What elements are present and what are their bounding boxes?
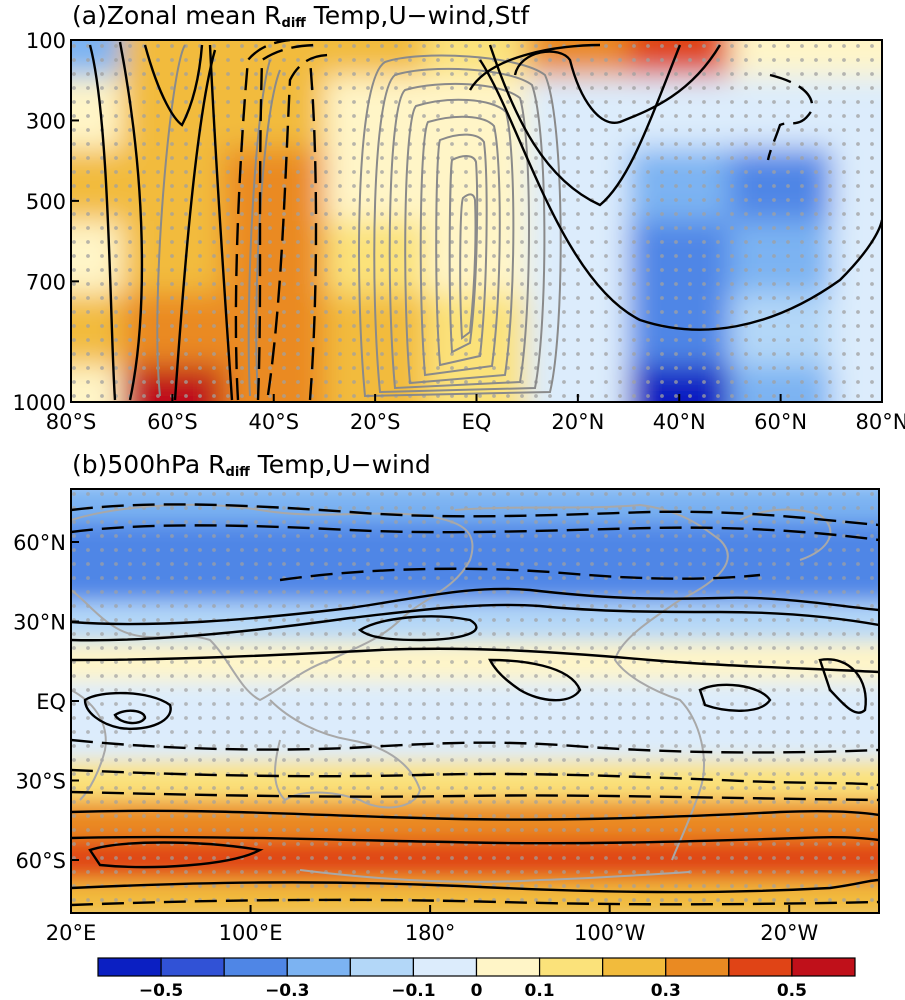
panel-a-axes: 80°S 60°S 40°S 20°S EQ 20°N 40°N 60°N 80°N 100 300… (13, 29, 905, 434)
panel-a-uwind-negative-contours (234, 40, 814, 401)
panel-b-x-tick-label: 20°E (46, 921, 97, 945)
panel-a-x-tick-label: EQ (462, 410, 492, 434)
panel-a-y-tick-label: 500 (26, 190, 66, 214)
panel-b-y-tick-label: 60°N (13, 531, 66, 555)
panel-b-uwind-negative-contours (71, 503, 879, 907)
colorbar-tick-label: −0.3 (265, 981, 309, 1000)
colorbar-tick-label: −0.1 (391, 981, 435, 1000)
panel-b-x-tick-label: 100°E (219, 921, 283, 945)
panel-a-title: (a)Zonal mean Rdiff Temp,U−wind,Stf (72, 1, 530, 31)
panel-b-x-tick-label: 180° (405, 921, 456, 945)
panel-a-y-tick-label: 1000 (13, 391, 66, 415)
colorbar-swatch (412, 957, 478, 977)
panel-a-x-tick-label: 40°N (653, 410, 706, 434)
panel-a-uwind-contours (88, 41, 882, 401)
panel-a-streamfunction-contours (156, 44, 562, 398)
panel-a-x-tick-label: 40°S (248, 410, 299, 434)
colorbar-swatch (349, 957, 415, 977)
colorbar-swatch (97, 957, 162, 977)
colorbar-tick-label: 0.5 (777, 981, 807, 1000)
panel-b-x-tick-label: 20°W (760, 921, 818, 945)
panel-b-y-tick-label: EQ (36, 690, 66, 714)
colorbar-swatch (602, 957, 667, 977)
panel-a-x-tick-label: 80°S (46, 410, 97, 434)
panel-a-x-tick-label: 20°S (350, 410, 401, 434)
colorbar-swatch (160, 957, 225, 977)
colorbar-swatch (223, 957, 288, 977)
panel-a-x-tick-label: 60°S (147, 410, 198, 434)
panel-b-x-tick-label: 100°W (574, 921, 646, 945)
colorbar-swatch (728, 957, 793, 977)
colorbar-swatch (475, 957, 541, 977)
colorbar-tick-label: 0 (471, 981, 483, 1000)
colorbar-swatch (286, 957, 351, 977)
colorbar-swatch (538, 957, 604, 977)
panel-a-y-tick-label: 300 (26, 109, 66, 133)
panel-b-title: (b)500hPa Rdiff Temp,U−wind (72, 450, 431, 480)
panel-a-y-tick-label: 100 (26, 29, 66, 53)
panel-a-x-tick-label: 60°N (754, 410, 807, 434)
colorbar-swatch (791, 957, 856, 977)
colorbar-tick-label: −0.5 (139, 981, 183, 1000)
panel-b-y-tick-label: 30°N (13, 611, 66, 635)
panel-b-axes: 20°E 100°E 180° 100°W 20°W 60°N 30°N EQ 30°S 60°S (13, 531, 818, 945)
panel-a-x-tick-label: 80°N (856, 410, 905, 434)
panel-b-y-tick-label: 30°S (15, 770, 66, 794)
colorbar: −0.5 −0.3 −0.1 0 0.1 0.3 0.5 (97, 957, 856, 1000)
panel-a-y-tick-label: 700 (26, 270, 66, 294)
colorbar-tick-label: 0.3 (651, 981, 681, 1000)
panel-a-x-tick-label: 20°N (551, 410, 604, 434)
panel-a-plot-area (71, 40, 882, 402)
colorbar-swatch (665, 957, 730, 977)
panel-b-uwind-contours (71, 587, 879, 894)
panel-b-stippling (71, 489, 879, 913)
colorbar-tick-label: 0.1 (525, 981, 555, 1000)
panel-b-plot-area (71, 489, 879, 913)
panel-b-y-tick-label: 60°S (15, 849, 66, 873)
